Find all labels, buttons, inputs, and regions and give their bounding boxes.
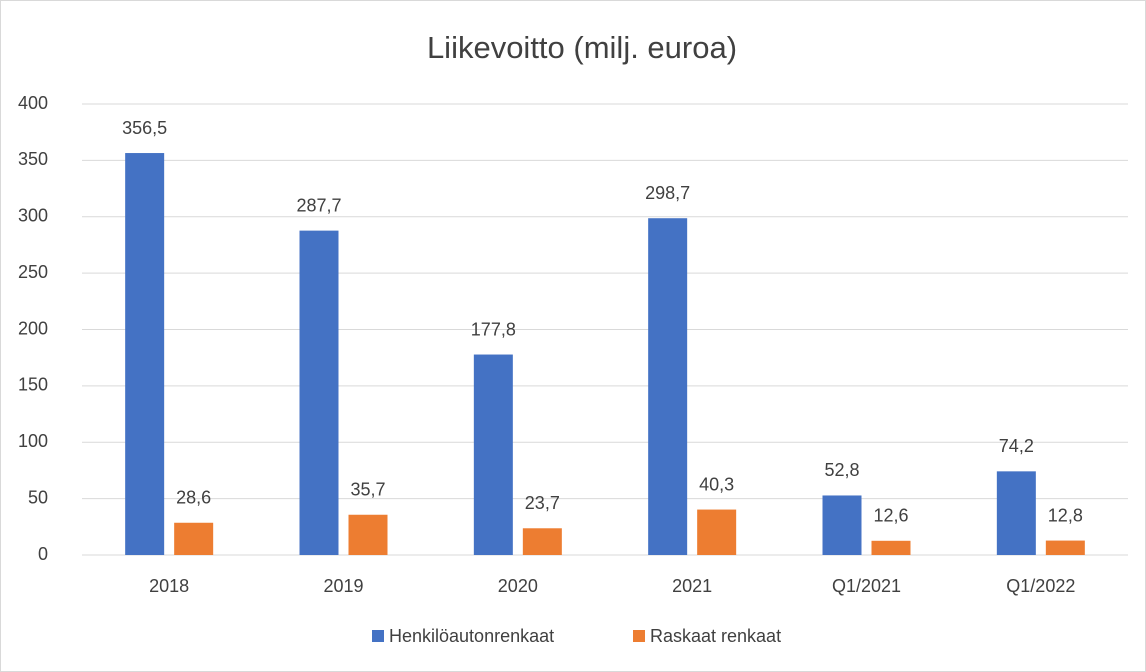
value-label: 356,5 xyxy=(122,118,167,138)
value-label: 177,8 xyxy=(471,319,516,339)
y-tick-label: 250 xyxy=(18,262,48,282)
value-label: 28,6 xyxy=(176,488,211,508)
y-tick-label: 200 xyxy=(18,318,48,338)
x-tick-label: 2019 xyxy=(323,576,363,596)
y-tick-label: 50 xyxy=(28,487,48,507)
legend-swatch xyxy=(372,630,384,642)
bar xyxy=(648,218,688,555)
bar xyxy=(348,514,388,555)
value-label: 40,3 xyxy=(699,474,734,494)
y-tick-label: 100 xyxy=(18,431,48,451)
value-label: 12,6 xyxy=(873,506,908,526)
value-label: 287,7 xyxy=(296,195,341,215)
y-tick-label: 0 xyxy=(38,544,48,564)
legend-label: Henkilöautonrenkaat xyxy=(389,626,554,646)
bar xyxy=(522,528,562,555)
chart-title: Liikevoitto (milj. euroa) xyxy=(427,30,737,65)
legend-label: Raskaat renkaat xyxy=(650,626,781,646)
value-label: 52,8 xyxy=(824,460,859,480)
bar xyxy=(473,354,513,555)
x-tick-label: 2018 xyxy=(149,576,189,596)
value-label: 298,7 xyxy=(645,183,690,203)
bar xyxy=(697,509,737,555)
x-tick-label: Q1/2022 xyxy=(1006,576,1075,596)
legend-swatch xyxy=(633,630,645,642)
bar xyxy=(1045,540,1085,555)
y-tick-label: 150 xyxy=(18,375,48,395)
value-label: 12,8 xyxy=(1048,505,1083,525)
y-tick-label: 350 xyxy=(18,149,48,169)
bar xyxy=(996,471,1036,555)
bar xyxy=(299,230,339,555)
x-tick-label: 2020 xyxy=(498,576,538,596)
bar xyxy=(125,153,165,555)
value-label: 23,7 xyxy=(525,493,560,513)
value-label: 35,7 xyxy=(350,479,385,499)
bar xyxy=(871,540,911,555)
value-label: 74,2 xyxy=(999,436,1034,456)
y-tick-label: 400 xyxy=(18,93,48,113)
x-tick-label: 2021 xyxy=(672,576,712,596)
bar xyxy=(822,495,862,555)
bar xyxy=(174,522,214,555)
y-tick-label: 300 xyxy=(18,206,48,226)
x-tick-label: Q1/2021 xyxy=(832,576,901,596)
